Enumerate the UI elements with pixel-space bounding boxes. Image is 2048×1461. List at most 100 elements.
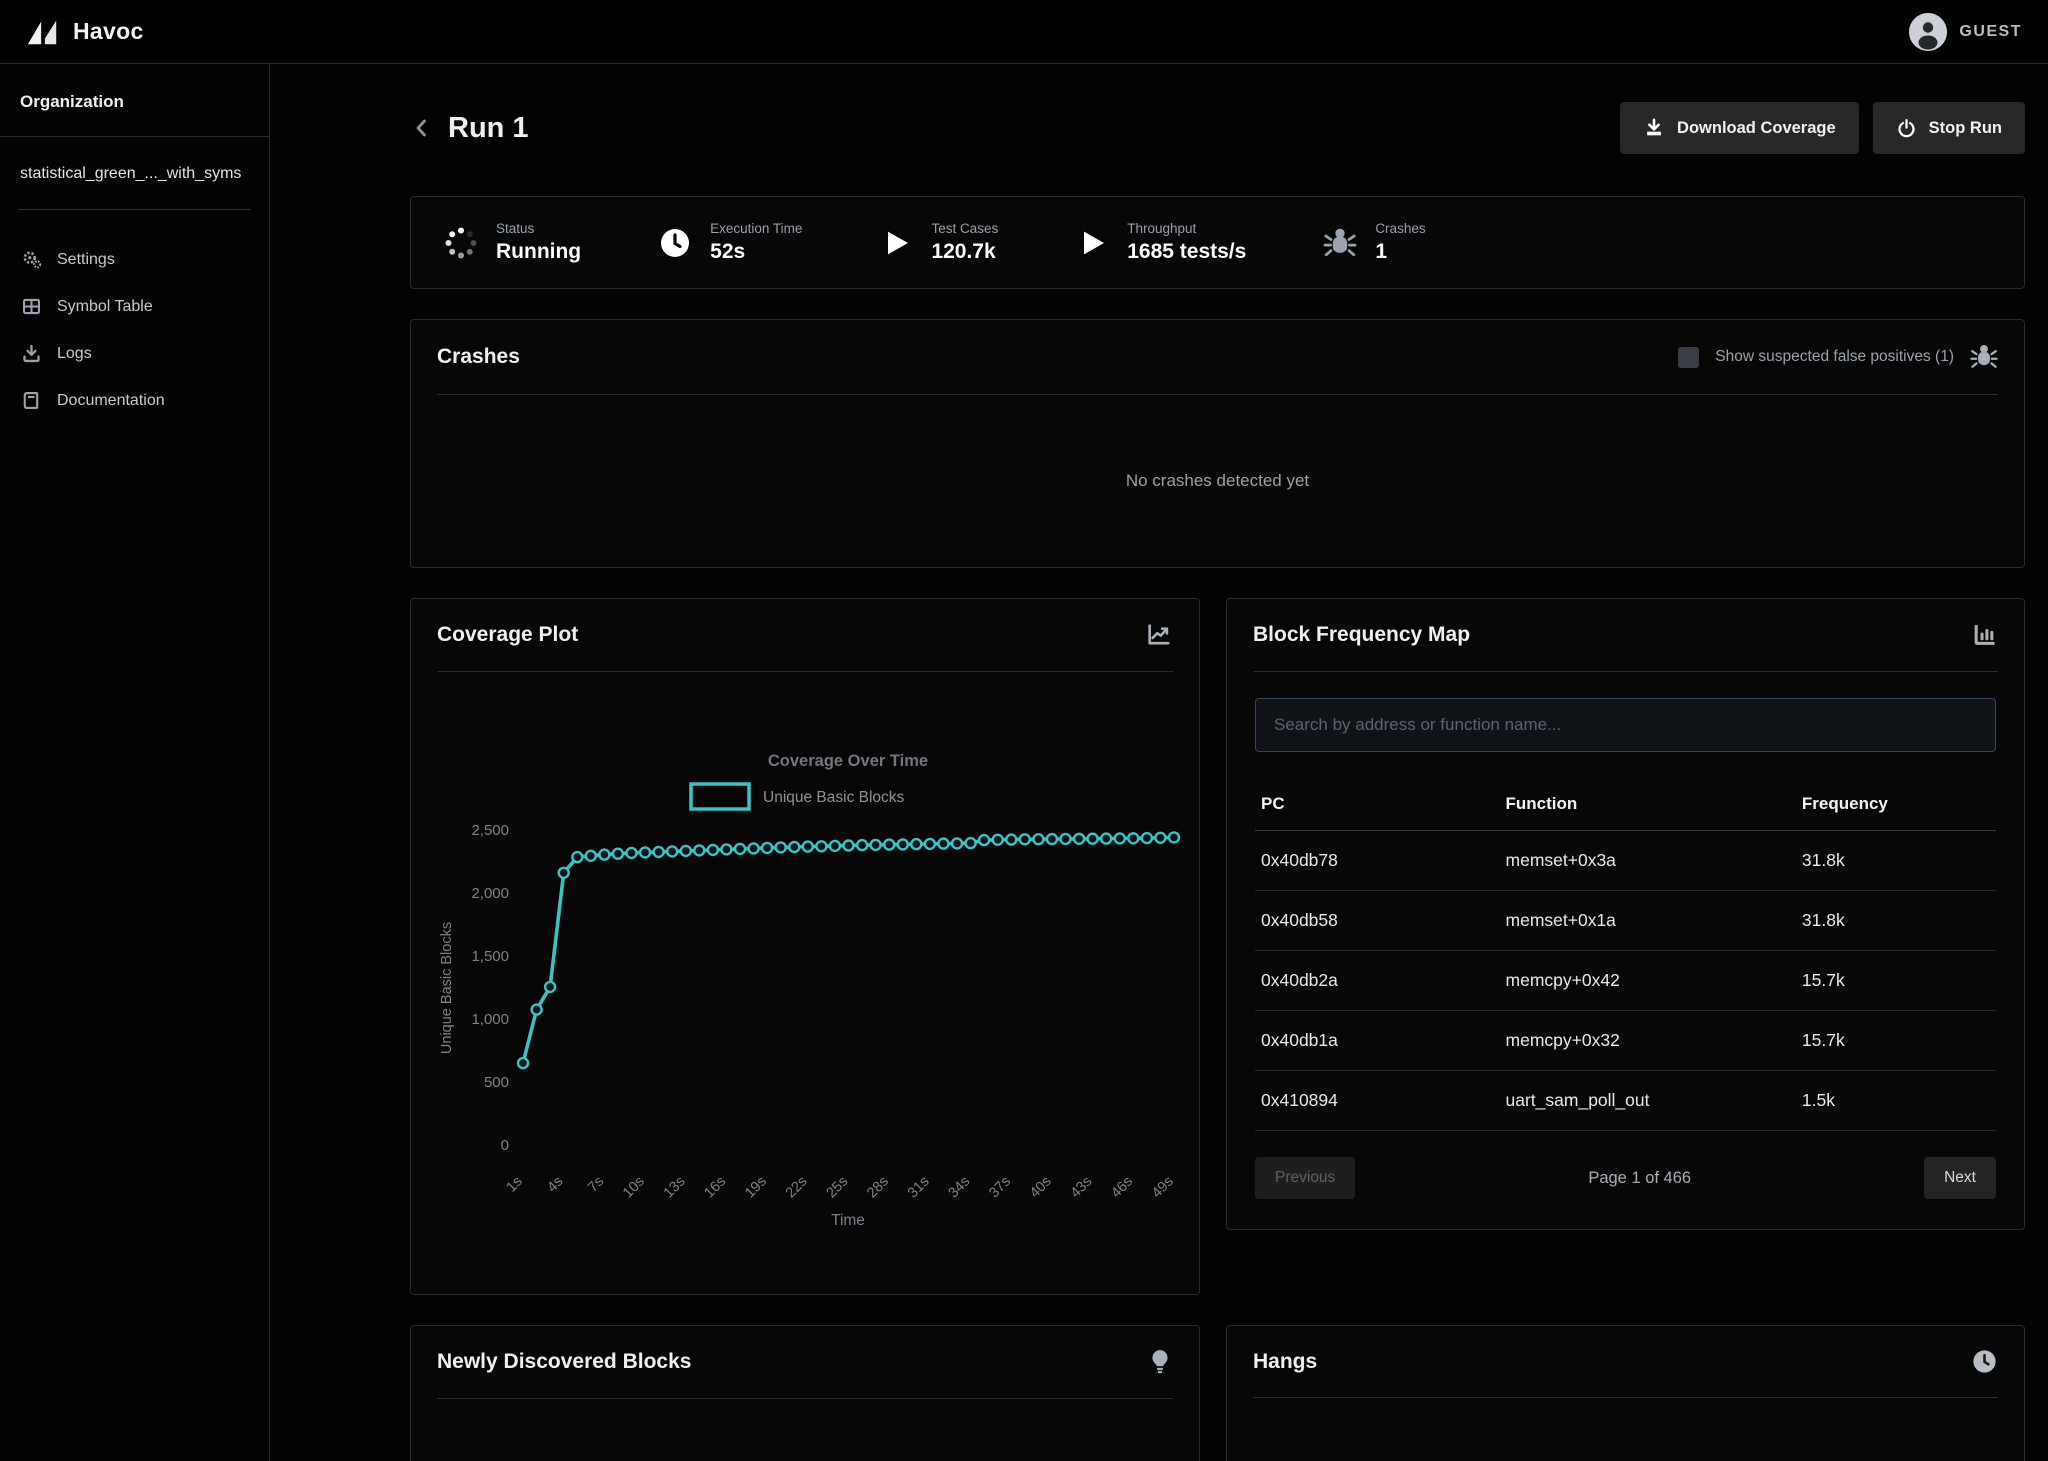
- cell-function: uart_sam_poll_out: [1500, 1071, 1796, 1131]
- sidebar-divider: [18, 209, 251, 210]
- cell-function: memcpy+0x32: [1500, 1011, 1796, 1071]
- download-icon: [20, 343, 42, 364]
- download-coverage-label: Download Coverage: [1677, 119, 1836, 138]
- sidebar-item-label: Symbol Table: [57, 298, 153, 316]
- svg-text:0: 0: [501, 1137, 509, 1154]
- sidebar-item-symbol-table[interactable]: Symbol Table: [0, 283, 269, 330]
- sidebar-item-documentation[interactable]: Documentation: [0, 377, 269, 424]
- app-title: Havoc: [73, 18, 144, 45]
- cell-frequency: 15.7k: [1796, 1011, 1996, 1071]
- clock-icon: [655, 226, 695, 260]
- run-stats-bar: Status Running Execution Time 52s: [410, 196, 2025, 289]
- sidebar-section-organization: Organization: [0, 64, 269, 137]
- svg-text:34s: 34s: [946, 1174, 974, 1202]
- sidebar-item-settings[interactable]: Settings: [0, 236, 269, 283]
- svg-text:1,500: 1,500: [471, 948, 509, 965]
- crashes-empty-message: No crashes detected yet: [1126, 471, 1309, 491]
- previous-page-button[interactable]: Previous: [1255, 1157, 1355, 1199]
- svg-text:49s: 49s: [1149, 1174, 1177, 1202]
- cell-pc: 0x40db58: [1255, 891, 1500, 951]
- stat-crashes: Crashes 1: [1320, 221, 1425, 264]
- svg-text:1s: 1s: [504, 1174, 526, 1196]
- false-positives-checkbox[interactable]: [1678, 347, 1699, 368]
- stat-value: 1685 tests/s: [1127, 240, 1246, 264]
- stat-throughput: Throughput 1685 tests/s: [1072, 221, 1246, 264]
- download-icon: [1643, 117, 1665, 139]
- svg-text:43s: 43s: [1068, 1174, 1096, 1202]
- stat-label: Test Cases: [931, 221, 998, 236]
- svg-text:Unique Basic Blocks: Unique Basic Blocks: [763, 789, 905, 806]
- avatar[interactable]: [1909, 13, 1947, 51]
- username-label: GUEST: [1959, 23, 2022, 41]
- cell-function: memcpy+0x42: [1500, 951, 1796, 1011]
- stat-test-cases: Test Cases 120.7k: [876, 221, 998, 264]
- block-frequency-title: Block Frequency Map: [1253, 623, 1470, 647]
- table-row: 0x40db58 memset+0x1a 31.8k: [1255, 891, 1996, 951]
- next-page-button[interactable]: Next: [1924, 1157, 1996, 1199]
- newly-discovered-blocks-panel: Newly Discovered Blocks: [410, 1325, 1200, 1461]
- column-header-frequency: Frequency: [1796, 782, 1996, 831]
- top-bar: Havoc GUEST: [0, 0, 2048, 64]
- sidebar-project-name[interactable]: statistical_green_..._with_syms: [0, 137, 269, 209]
- crashes-panel: Crashes Show suspected false positives (…: [410, 319, 2025, 568]
- power-icon: [1896, 118, 1917, 139]
- line-chart-icon: [1145, 621, 1173, 649]
- hangs-panel: Hangs: [1226, 1325, 2025, 1461]
- sidebar-item-label: Documentation: [57, 392, 165, 410]
- sidebar: Organization statistical_green_..._with_…: [0, 64, 270, 1461]
- stat-value: 120.7k: [931, 240, 998, 264]
- svg-text:2,500: 2,500: [471, 822, 509, 839]
- stat-status: Status Running: [441, 221, 581, 264]
- svg-text:31s: 31s: [905, 1174, 933, 1202]
- stop-run-button[interactable]: Stop Run: [1873, 102, 2025, 154]
- hangs-title: Hangs: [1253, 1350, 1317, 1374]
- stat-value: 52s: [710, 240, 802, 264]
- svg-text:2,000: 2,000: [471, 885, 509, 902]
- svg-text:40s: 40s: [1027, 1174, 1055, 1202]
- svg-text:25s: 25s: [823, 1174, 851, 1202]
- cell-frequency: 31.8k: [1796, 831, 1996, 891]
- svg-text:500: 500: [484, 1074, 509, 1091]
- column-header-function: Function: [1500, 782, 1796, 831]
- stat-label: Status: [496, 221, 581, 236]
- download-coverage-button[interactable]: Download Coverage: [1620, 102, 1859, 154]
- spinner-icon: [441, 225, 481, 261]
- page-title: Run 1: [448, 112, 529, 145]
- clock-icon: [1971, 1348, 1998, 1375]
- stat-value: 1: [1375, 240, 1425, 264]
- main-content: Run 1 Download Coverage: [270, 64, 2048, 1461]
- table-row: 0x410894 uart_sam_poll_out 1.5k: [1255, 1071, 1996, 1131]
- table-row: 0x40db78 memset+0x3a 31.8k: [1255, 831, 1996, 891]
- stat-label: Crashes: [1375, 221, 1425, 236]
- book-icon: [20, 390, 42, 411]
- block-frequency-table: PC Function Frequency 0x40db78 memset+0x…: [1255, 782, 1996, 1131]
- lightbulb-icon: [1147, 1348, 1173, 1376]
- svg-text:13s: 13s: [661, 1174, 689, 1202]
- cell-function: memset+0x3a: [1500, 831, 1796, 891]
- cell-frequency: 1.5k: [1796, 1071, 1996, 1131]
- coverage-plot-title: Coverage Plot: [437, 623, 578, 647]
- bar-chart-icon: [1970, 621, 1998, 649]
- brand: Havoc: [26, 17, 144, 47]
- bug-icon: [1970, 342, 1998, 372]
- sidebar-nav: Settings Symbol Table: [0, 236, 269, 424]
- sidebar-item-logs[interactable]: Logs: [0, 330, 269, 377]
- cell-pc: 0x40db78: [1255, 831, 1500, 891]
- cell-frequency: 31.8k: [1796, 891, 1996, 951]
- table-row: 0x40db1a memcpy+0x32 15.7k: [1255, 1011, 1996, 1071]
- back-chevron-icon[interactable]: [410, 114, 434, 142]
- svg-text:Coverage Over Time: Coverage Over Time: [768, 752, 928, 770]
- play-icon: [876, 226, 916, 260]
- cell-pc: 0x410894: [1255, 1071, 1500, 1131]
- divider: [1253, 1397, 1998, 1398]
- false-positives-label: Show suspected false positives (1): [1715, 348, 1954, 366]
- sidebar-item-label: Settings: [57, 251, 115, 269]
- svg-text:19s: 19s: [742, 1174, 770, 1202]
- cell-frequency: 15.7k: [1796, 951, 1996, 1011]
- block-search-input[interactable]: [1255, 698, 1996, 752]
- page-indicator: Page 1 of 466: [1588, 1169, 1691, 1188]
- divider: [437, 1398, 1173, 1399]
- svg-text:22s: 22s: [783, 1174, 811, 1202]
- pagination: Previous Page 1 of 466 Next: [1255, 1157, 1996, 1199]
- user-menu[interactable]: GUEST: [1909, 13, 2022, 51]
